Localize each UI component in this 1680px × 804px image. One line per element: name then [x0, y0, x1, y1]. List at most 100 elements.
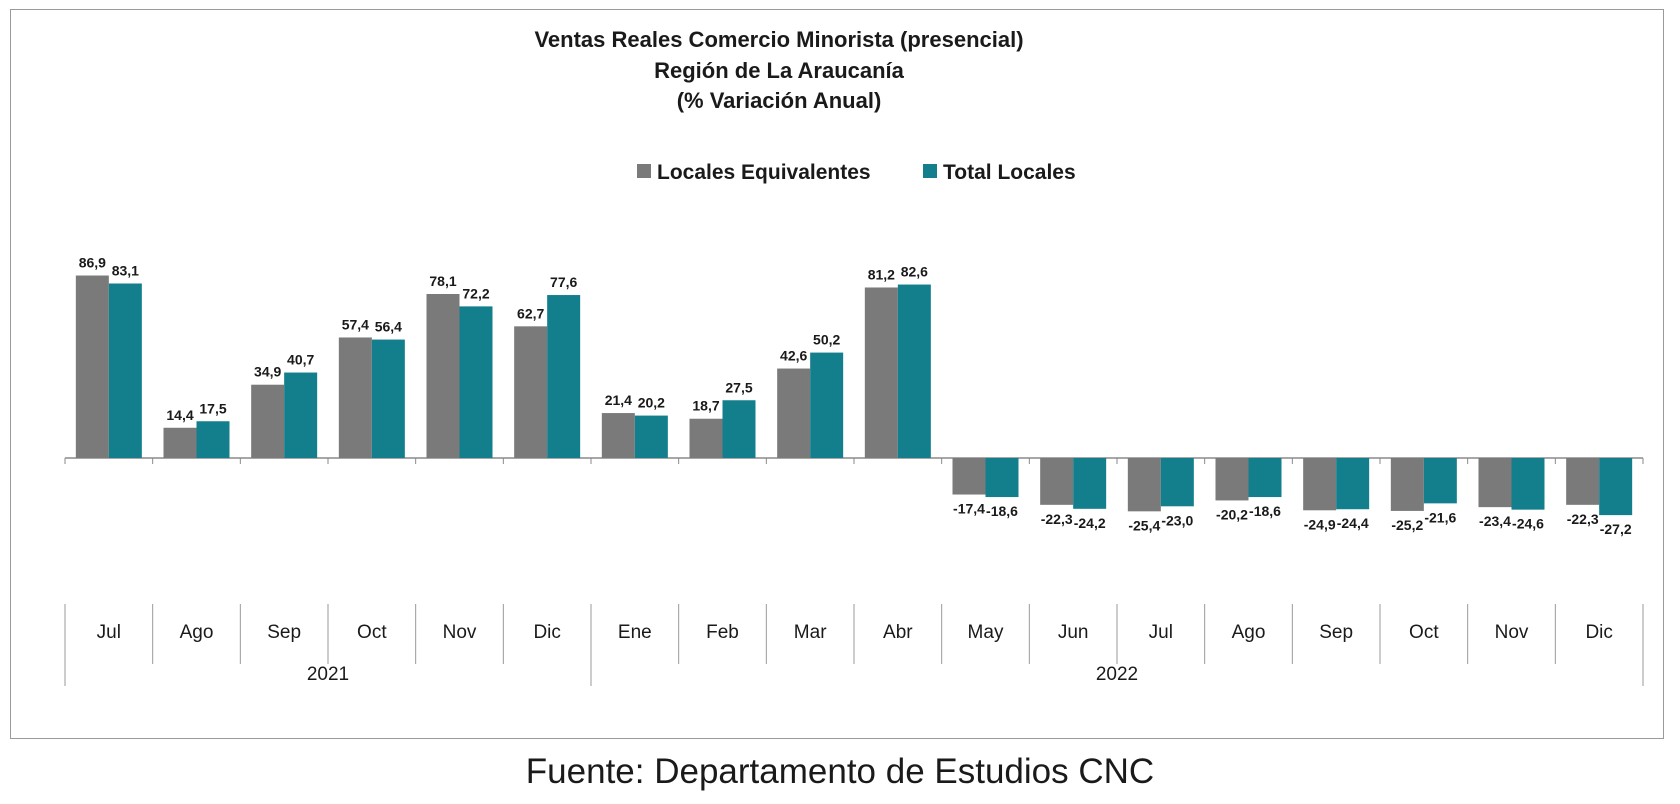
bar-total-locales — [196, 421, 230, 458]
x-tick-label: Sep — [267, 622, 301, 643]
bar-total-locales — [1248, 458, 1282, 498]
x-tick-label: Sep — [1319, 622, 1353, 643]
x-tick-label: Jun — [1058, 622, 1089, 643]
data-label: -22,3 — [1041, 511, 1073, 527]
bar-locales-equivalentes — [75, 275, 109, 458]
year-group-label: 2022 — [1096, 664, 1138, 685]
bar-total-locales — [1511, 458, 1545, 510]
x-tick-label: Ago — [180, 622, 214, 643]
data-label: -23,4 — [1479, 513, 1511, 529]
data-label: -17,4 — [953, 501, 985, 517]
bar-total-locales — [897, 284, 931, 458]
bar-total-locales — [810, 352, 844, 458]
x-tick-label: Oct — [357, 622, 387, 643]
data-label: -23,0 — [1161, 512, 1193, 528]
data-label: -24,6 — [1512, 516, 1544, 532]
bar-locales-equivalentes — [1566, 458, 1600, 505]
bar-total-locales — [985, 458, 1019, 498]
x-tick-label: Nov — [443, 622, 477, 643]
data-label: 77,6 — [550, 274, 577, 290]
data-label: -24,2 — [1074, 515, 1106, 531]
bar-locales-equivalentes — [1390, 458, 1424, 511]
bar-total-locales — [547, 295, 581, 458]
data-label: 62,7 — [517, 305, 544, 321]
data-label: -22,3 — [1567, 511, 1599, 527]
data-label: 27,5 — [725, 379, 752, 395]
legend: Locales Equivalentes Total Locales — [637, 161, 1076, 184]
bar-total-locales — [1336, 458, 1370, 510]
data-label: 78,1 — [429, 273, 456, 289]
data-label: 17,5 — [199, 400, 226, 416]
legend-swatch-total-locales — [923, 164, 937, 178]
data-label: 82,6 — [901, 264, 928, 280]
x-tick-label: Feb — [706, 622, 739, 643]
bar-total-locales — [371, 339, 405, 458]
data-label: -18,6 — [986, 503, 1018, 519]
data-label: 83,1 — [112, 262, 139, 278]
bar-locales-equivalentes — [163, 427, 197, 458]
x-tick-label: Dic — [1585, 622, 1612, 643]
bar-locales-equivalentes — [514, 326, 548, 458]
data-label: -24,4 — [1337, 515, 1369, 531]
source-caption: Fuente: Departamento de Estudios CNC — [525, 752, 1155, 791]
bar-total-locales — [634, 415, 668, 458]
bar-locales-equivalentes — [777, 368, 811, 458]
data-label: -21,6 — [1424, 509, 1456, 525]
bar-locales-equivalentes — [952, 458, 986, 495]
bar-locales-equivalentes — [864, 287, 898, 458]
data-label: 50,2 — [813, 332, 840, 348]
data-label: -25,4 — [1128, 517, 1160, 533]
x-tick-label: Jul — [97, 622, 121, 643]
bar-locales-equivalentes — [601, 413, 635, 458]
bar-locales-equivalentes — [1127, 458, 1161, 512]
data-label: 20,2 — [638, 395, 665, 411]
data-label: 72,2 — [462, 285, 489, 301]
x-tick-label: Dic — [533, 622, 560, 643]
x-tick-label: Ago — [1232, 622, 1266, 643]
data-label: -25,2 — [1391, 517, 1423, 533]
data-label: -18,6 — [1249, 503, 1281, 519]
x-tick-label: Abr — [883, 622, 913, 643]
bar-locales-equivalentes — [689, 418, 723, 458]
bar-total-locales — [722, 400, 756, 458]
legend-swatch-locales-equivalentes — [637, 164, 651, 178]
bar-chart: Ventas Reales Comercio Minorista (presen… — [64, 27, 1644, 686]
year-group-label: 2021 — [307, 664, 349, 685]
data-label: 81,2 — [868, 266, 895, 282]
data-label: -20,2 — [1216, 506, 1248, 522]
bar-total-locales — [284, 372, 318, 458]
bar-locales-equivalentes — [251, 384, 285, 458]
data-label: -24,9 — [1304, 516, 1336, 532]
bar-total-locales — [1073, 458, 1107, 509]
data-label: -27,2 — [1600, 521, 1632, 537]
chart-frame: Ventas Reales Comercio Minorista (presen… — [10, 9, 1664, 739]
legend-label-locales-equivalentes: Locales Equivalentes — [657, 161, 871, 184]
chart-title-line-2: Región de La Araucanía — [654, 58, 905, 83]
x-tick-label: Nov — [1495, 622, 1529, 643]
x-tick-label: Jul — [1149, 622, 1173, 643]
data-label: 18,7 — [692, 398, 719, 414]
x-tick-label: Oct — [1409, 622, 1439, 643]
data-label: 57,4 — [342, 316, 369, 332]
x-tick-label: May — [968, 622, 1004, 643]
bar-total-locales — [1423, 458, 1457, 504]
data-label: 42,6 — [780, 348, 807, 364]
bar-locales-equivalentes — [1303, 458, 1337, 511]
bar-locales-equivalentes — [1040, 458, 1074, 505]
data-label: 34,9 — [254, 364, 281, 380]
bar-locales-equivalentes — [1478, 458, 1512, 508]
plot-area: 86,9 83,1 14,4 17,5 34,9 40,7 57,4 56,4 78,1 72,2… — [64, 255, 1644, 686]
bar-total-locales — [108, 283, 142, 458]
bar-total-locales — [1160, 458, 1194, 507]
data-label: 14,4 — [166, 407, 193, 423]
data-label: 21,4 — [605, 392, 632, 408]
data-label: 56,4 — [375, 319, 402, 335]
x-tick-label: Mar — [794, 622, 827, 643]
chart-title-line-1: Ventas Reales Comercio Minorista (presen… — [534, 27, 1023, 52]
bar-locales-equivalentes — [338, 337, 372, 458]
bar-locales-equivalentes — [1215, 458, 1249, 501]
chart-title-line-3: (% Variación Anual) — [677, 88, 882, 113]
data-label: 86,9 — [79, 255, 106, 271]
data-label: 40,7 — [287, 352, 314, 368]
bar-total-locales — [459, 306, 493, 458]
